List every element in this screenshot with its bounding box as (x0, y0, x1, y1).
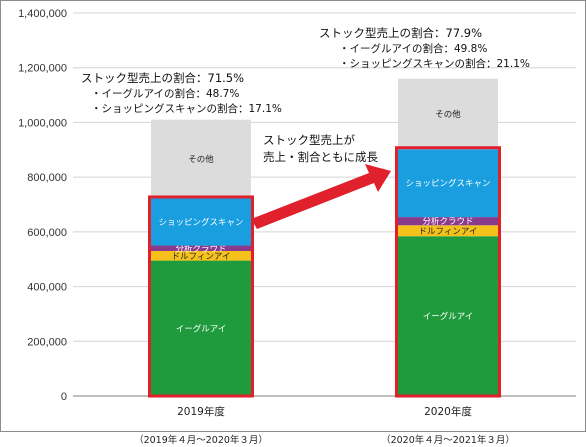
annotation-line: ストック型売上の割合：71.5% (81, 71, 244, 85)
segment-label: ショッピングスキャン (405, 178, 490, 189)
y-tick-label: 1,200,000 (18, 63, 67, 75)
bar-segment (151, 251, 251, 261)
bar-segment (398, 217, 498, 226)
annotation-line: ・ショッピングスキャンの割合：21.1% (339, 57, 530, 70)
y-tick-label: 800,000 (27, 172, 67, 184)
bar-segment (151, 245, 251, 252)
period-label: （2019年４月～2020年３月） (134, 434, 268, 446)
segment-label: イーグルアイ (423, 311, 474, 322)
y-tick-label: 200,000 (27, 336, 67, 348)
bar-segment (151, 119, 251, 199)
y-tick-label: 0 (61, 391, 67, 403)
bar-segment (398, 225, 498, 237)
bar-segment (151, 198, 251, 246)
segment-label: ドルフィンアイ (172, 252, 231, 262)
arrow-text-line2: 売上・割合ともに成長 (263, 150, 378, 164)
stock-highlight-box (148, 195, 254, 398)
annotation-line: ・イーグルアイの割合：48.7% (91, 87, 239, 100)
segment-label: 分析クラウド (422, 216, 473, 227)
segment-label: 分析クラウド (175, 243, 226, 254)
arrow-icon (251, 164, 391, 229)
arrow-text-line1: ストック型売上が (263, 133, 355, 147)
x-tick-label: 2020年度 (424, 405, 472, 418)
bar-segment (398, 78, 498, 150)
segment-label: ドルフィンアイ (419, 227, 478, 237)
segment-label: ショッピングスキャン (158, 217, 243, 228)
bar-segment (398, 149, 498, 218)
growth-arrow: ストック型売上が 売上・割合ともに成長 (251, 133, 391, 229)
period-label: （2020年４月～2021年３月） (381, 434, 515, 446)
annotation-line: ・イーグルアイの割合：49.8% (339, 42, 487, 55)
annotation-line: ストック型売上の割合：77.9% (319, 26, 482, 40)
bars: イーグルアイドルフィンアイ分析クラウドショッピングスキャンその他2019年度（2… (134, 78, 515, 446)
y-tick-label: 600,000 (27, 227, 67, 239)
annotations: ストック型売上の割合：71.5% ・イーグルアイの割合：48.7% ・ショッピングス… (81, 26, 530, 115)
x-tick-label: 2019年度 (177, 405, 225, 418)
annotation-line: ・ショッピングスキャンの割合：17.1% (91, 102, 282, 115)
bar-segment (151, 260, 251, 396)
y-axis: 0 200,000 400,000 600,000 800,000 1,000,000 1,… (18, 8, 67, 403)
segment-label: その他 (435, 109, 461, 120)
stock-highlight-box (395, 146, 501, 398)
y-tick-label: 1,400,000 (18, 8, 67, 20)
bar-segment (398, 236, 498, 396)
y-tick-label: 1,000,000 (18, 117, 67, 129)
y-tick-label: 400,000 (27, 282, 67, 294)
segment-label: イーグルアイ (176, 323, 227, 334)
segment-label: その他 (188, 154, 214, 165)
